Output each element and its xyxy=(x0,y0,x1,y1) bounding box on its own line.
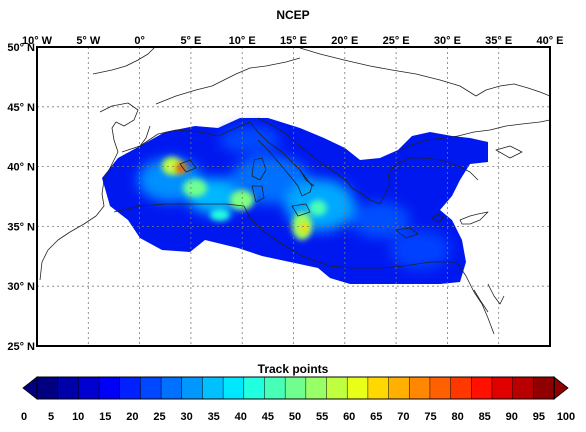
colorbar-cell xyxy=(181,376,204,400)
colorbar-cell xyxy=(202,376,224,400)
colorbar-cell xyxy=(346,376,369,400)
lon-label: 30° E xyxy=(434,35,461,47)
colorbar-cell xyxy=(264,376,287,400)
colorbar-tick-label: 80 xyxy=(451,411,463,423)
colorbar-cell xyxy=(222,376,245,400)
lon-label: 10° E xyxy=(229,35,256,47)
density-peak xyxy=(175,162,308,234)
map-title: NCEP xyxy=(276,8,310,22)
colorbar-tick-labels: 0 5 10 15 20 25 30 35 40 45 50 55 60 65 70 75 80 85 90 95 10… xyxy=(21,411,575,423)
colorbar-tick-label: 50 xyxy=(289,411,301,423)
colorbar-low-arrow xyxy=(22,376,38,400)
colorbar: 0 5 10 15 20 25 30 35 40 45 50 55 60 65 70 75 80 85 90 95 10… xyxy=(21,376,575,423)
lat-label: 30° N xyxy=(7,281,35,293)
track-density-field xyxy=(102,118,488,284)
lon-label: 20° E xyxy=(331,35,358,47)
colorbar-tick-label: 85 xyxy=(479,411,491,423)
colorbar-frame xyxy=(36,376,555,400)
colorbar-cell xyxy=(98,376,121,400)
colorbar-tick-label: 60 xyxy=(343,411,355,423)
colorbar-high-arrow xyxy=(553,376,569,400)
colorbar-tick-label: 70 xyxy=(397,411,409,423)
map-frame xyxy=(36,46,551,347)
lon-label: 5° E xyxy=(180,35,201,47)
colorbar-cell xyxy=(119,376,142,400)
colorbar-cell xyxy=(305,376,328,400)
lat-label: 45° N xyxy=(7,102,35,114)
colorbar-cell xyxy=(140,376,162,400)
colorbar-tick-label: 10 xyxy=(72,411,84,423)
colorbar-cell xyxy=(491,376,514,400)
colorbar-tick-label: 90 xyxy=(506,411,518,423)
colorbar-tick-label: 5 xyxy=(48,411,54,423)
colorbar-cell xyxy=(243,376,266,400)
lon-label: 10° W xyxy=(22,35,53,47)
colorbar-tick-label: 45 xyxy=(262,411,274,423)
lon-label: 5° W xyxy=(76,35,101,47)
lon-label: 0° xyxy=(134,35,145,47)
lon-label: 15° E xyxy=(280,35,307,47)
latitude-labels: 50° N 45° N 40° N 35° N 30° N 25° N xyxy=(7,42,35,353)
colorbar-cell xyxy=(284,376,307,400)
colorbar-cell xyxy=(450,376,473,400)
longitude-labels: 10° W 5° W 0° 5° E 10° E 15° E 20° E 25°… xyxy=(22,35,564,47)
colorbar-tick-label: 20 xyxy=(126,411,138,423)
coastlines xyxy=(39,47,550,335)
colorbar-cell xyxy=(512,376,535,400)
grid-lines xyxy=(37,47,550,346)
colorbar-tick-label: 65 xyxy=(370,411,382,423)
colorbar-title: Track points xyxy=(257,362,329,376)
colorbar-cell xyxy=(533,376,555,400)
colorbar-cell xyxy=(160,376,183,400)
colorbar-tick-label: 100 xyxy=(557,411,575,423)
colorbar-tick-label: 75 xyxy=(424,411,436,423)
lat-label: 25° N xyxy=(7,341,35,353)
colorbar-cell xyxy=(78,376,100,400)
colorbar-tick-label: 0 xyxy=(21,411,27,423)
colorbar-tick-label: 15 xyxy=(99,411,111,423)
colorbar-cells xyxy=(36,376,555,400)
lon-label: 35° E xyxy=(485,35,512,47)
lon-label: 25° E xyxy=(383,35,410,47)
colorbar-cell xyxy=(57,376,80,400)
colorbar-cell xyxy=(367,376,390,400)
colorbar-cell xyxy=(408,376,431,400)
colorbar-cell xyxy=(471,376,493,400)
colorbar-cell xyxy=(326,376,349,400)
lat-label: 40° N xyxy=(7,162,35,174)
colorbar-tick-label: 25 xyxy=(153,411,165,423)
colorbar-tick-label: 55 xyxy=(316,411,328,423)
colorbar-cell xyxy=(429,376,452,400)
colorbar-cell xyxy=(36,376,59,400)
lat-label: 35° N xyxy=(7,221,35,233)
colorbar-tick-label: 30 xyxy=(180,411,192,423)
colorbar-cell xyxy=(388,376,411,400)
lat-label: 50° N xyxy=(7,42,35,54)
colorbar-tick-label: 35 xyxy=(208,411,220,423)
colorbar-tick-label: 95 xyxy=(533,411,545,423)
lon-label: 40° E xyxy=(536,35,563,47)
colorbar-tick-label: 40 xyxy=(235,411,247,423)
